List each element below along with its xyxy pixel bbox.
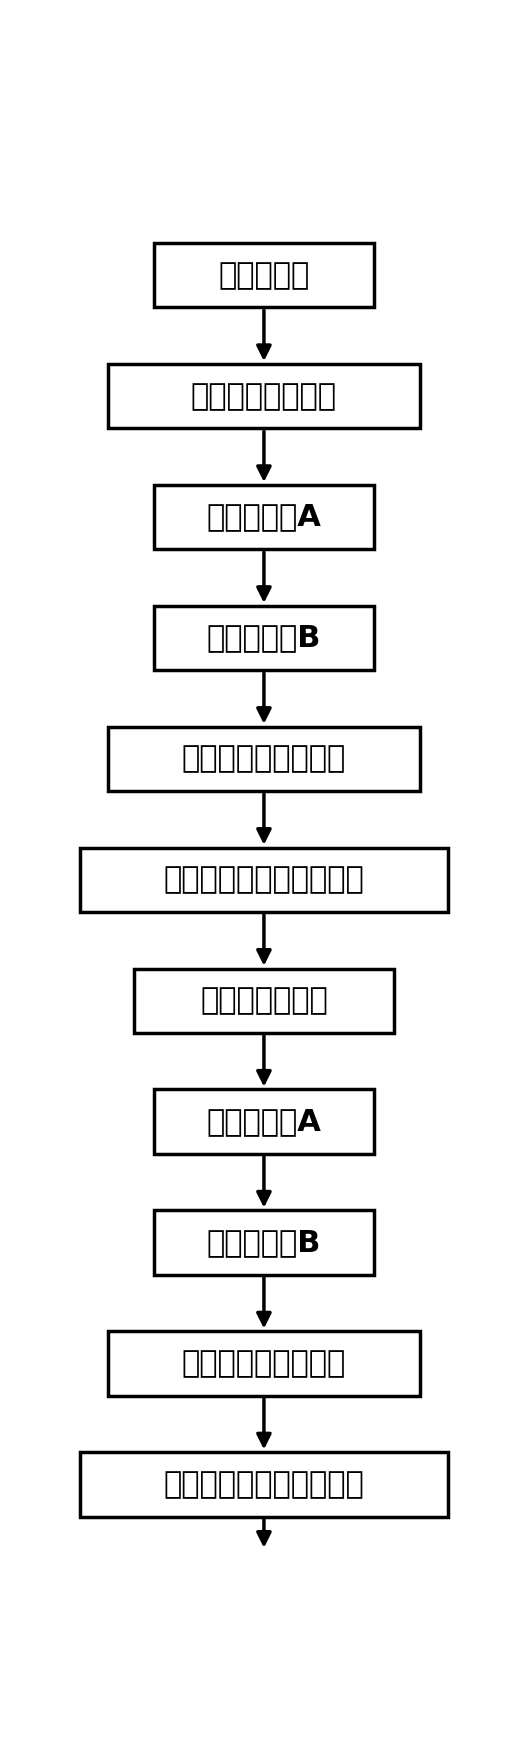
FancyBboxPatch shape [108, 365, 420, 429]
Text: 加入氧化剂A: 加入氧化剂A [207, 503, 321, 532]
Text: 加入氧化剂A: 加入氧化剂A [207, 1108, 321, 1136]
FancyBboxPatch shape [80, 848, 448, 913]
FancyBboxPatch shape [108, 726, 420, 790]
Text: 加入氧化剂B: 加入氧化剂B [207, 1228, 321, 1256]
FancyBboxPatch shape [154, 1211, 374, 1276]
Text: 氧化反应降解硝基苯: 氧化反应降解硝基苯 [182, 1349, 346, 1379]
FancyBboxPatch shape [154, 243, 374, 307]
Text: 收集反应后天然铁锰矿物: 收集反应后天然铁锰矿物 [164, 866, 364, 895]
FancyBboxPatch shape [80, 1452, 448, 1516]
FancyBboxPatch shape [154, 485, 374, 550]
Text: 收集反应后天然铁锰矿物: 收集反应后天然铁锰矿物 [164, 1469, 364, 1499]
FancyBboxPatch shape [134, 968, 393, 1033]
Text: 氧化反应降解硝基苯: 氧化反应降解硝基苯 [182, 745, 346, 773]
FancyBboxPatch shape [154, 1089, 374, 1153]
FancyBboxPatch shape [108, 1331, 420, 1396]
Text: 加入氧化剂B: 加入氧化剂B [207, 623, 321, 653]
FancyBboxPatch shape [154, 606, 374, 670]
Text: 加入硝基苯废水: 加入硝基苯废水 [200, 986, 328, 1016]
Text: 加入天然铁锰矿物: 加入天然铁锰矿物 [191, 382, 337, 410]
Text: 硝基苯废水: 硝基苯废水 [218, 260, 310, 290]
